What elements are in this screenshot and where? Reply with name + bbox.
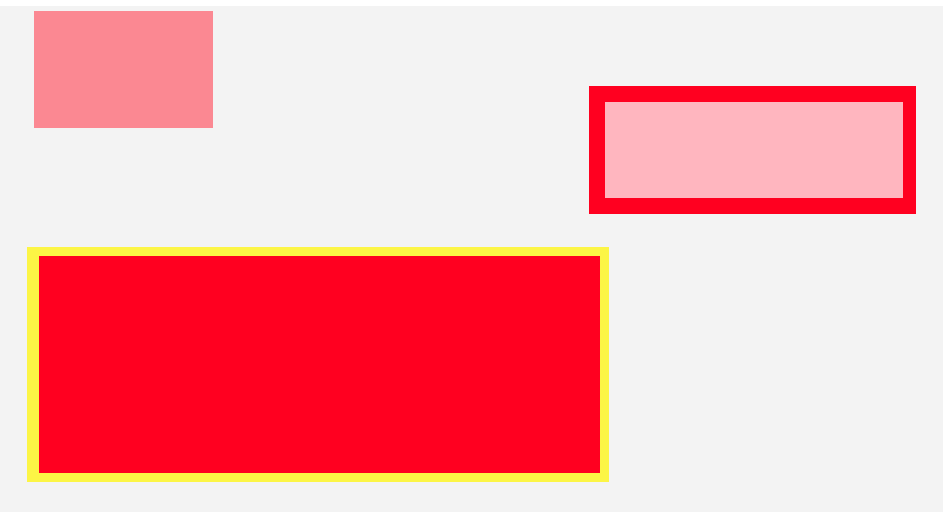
red-rectangle-with-yellow-border (27, 247, 609, 482)
pink-rectangle (34, 11, 213, 128)
drawing-canvas (0, 6, 943, 512)
outlined-rectangle (589, 86, 916, 214)
